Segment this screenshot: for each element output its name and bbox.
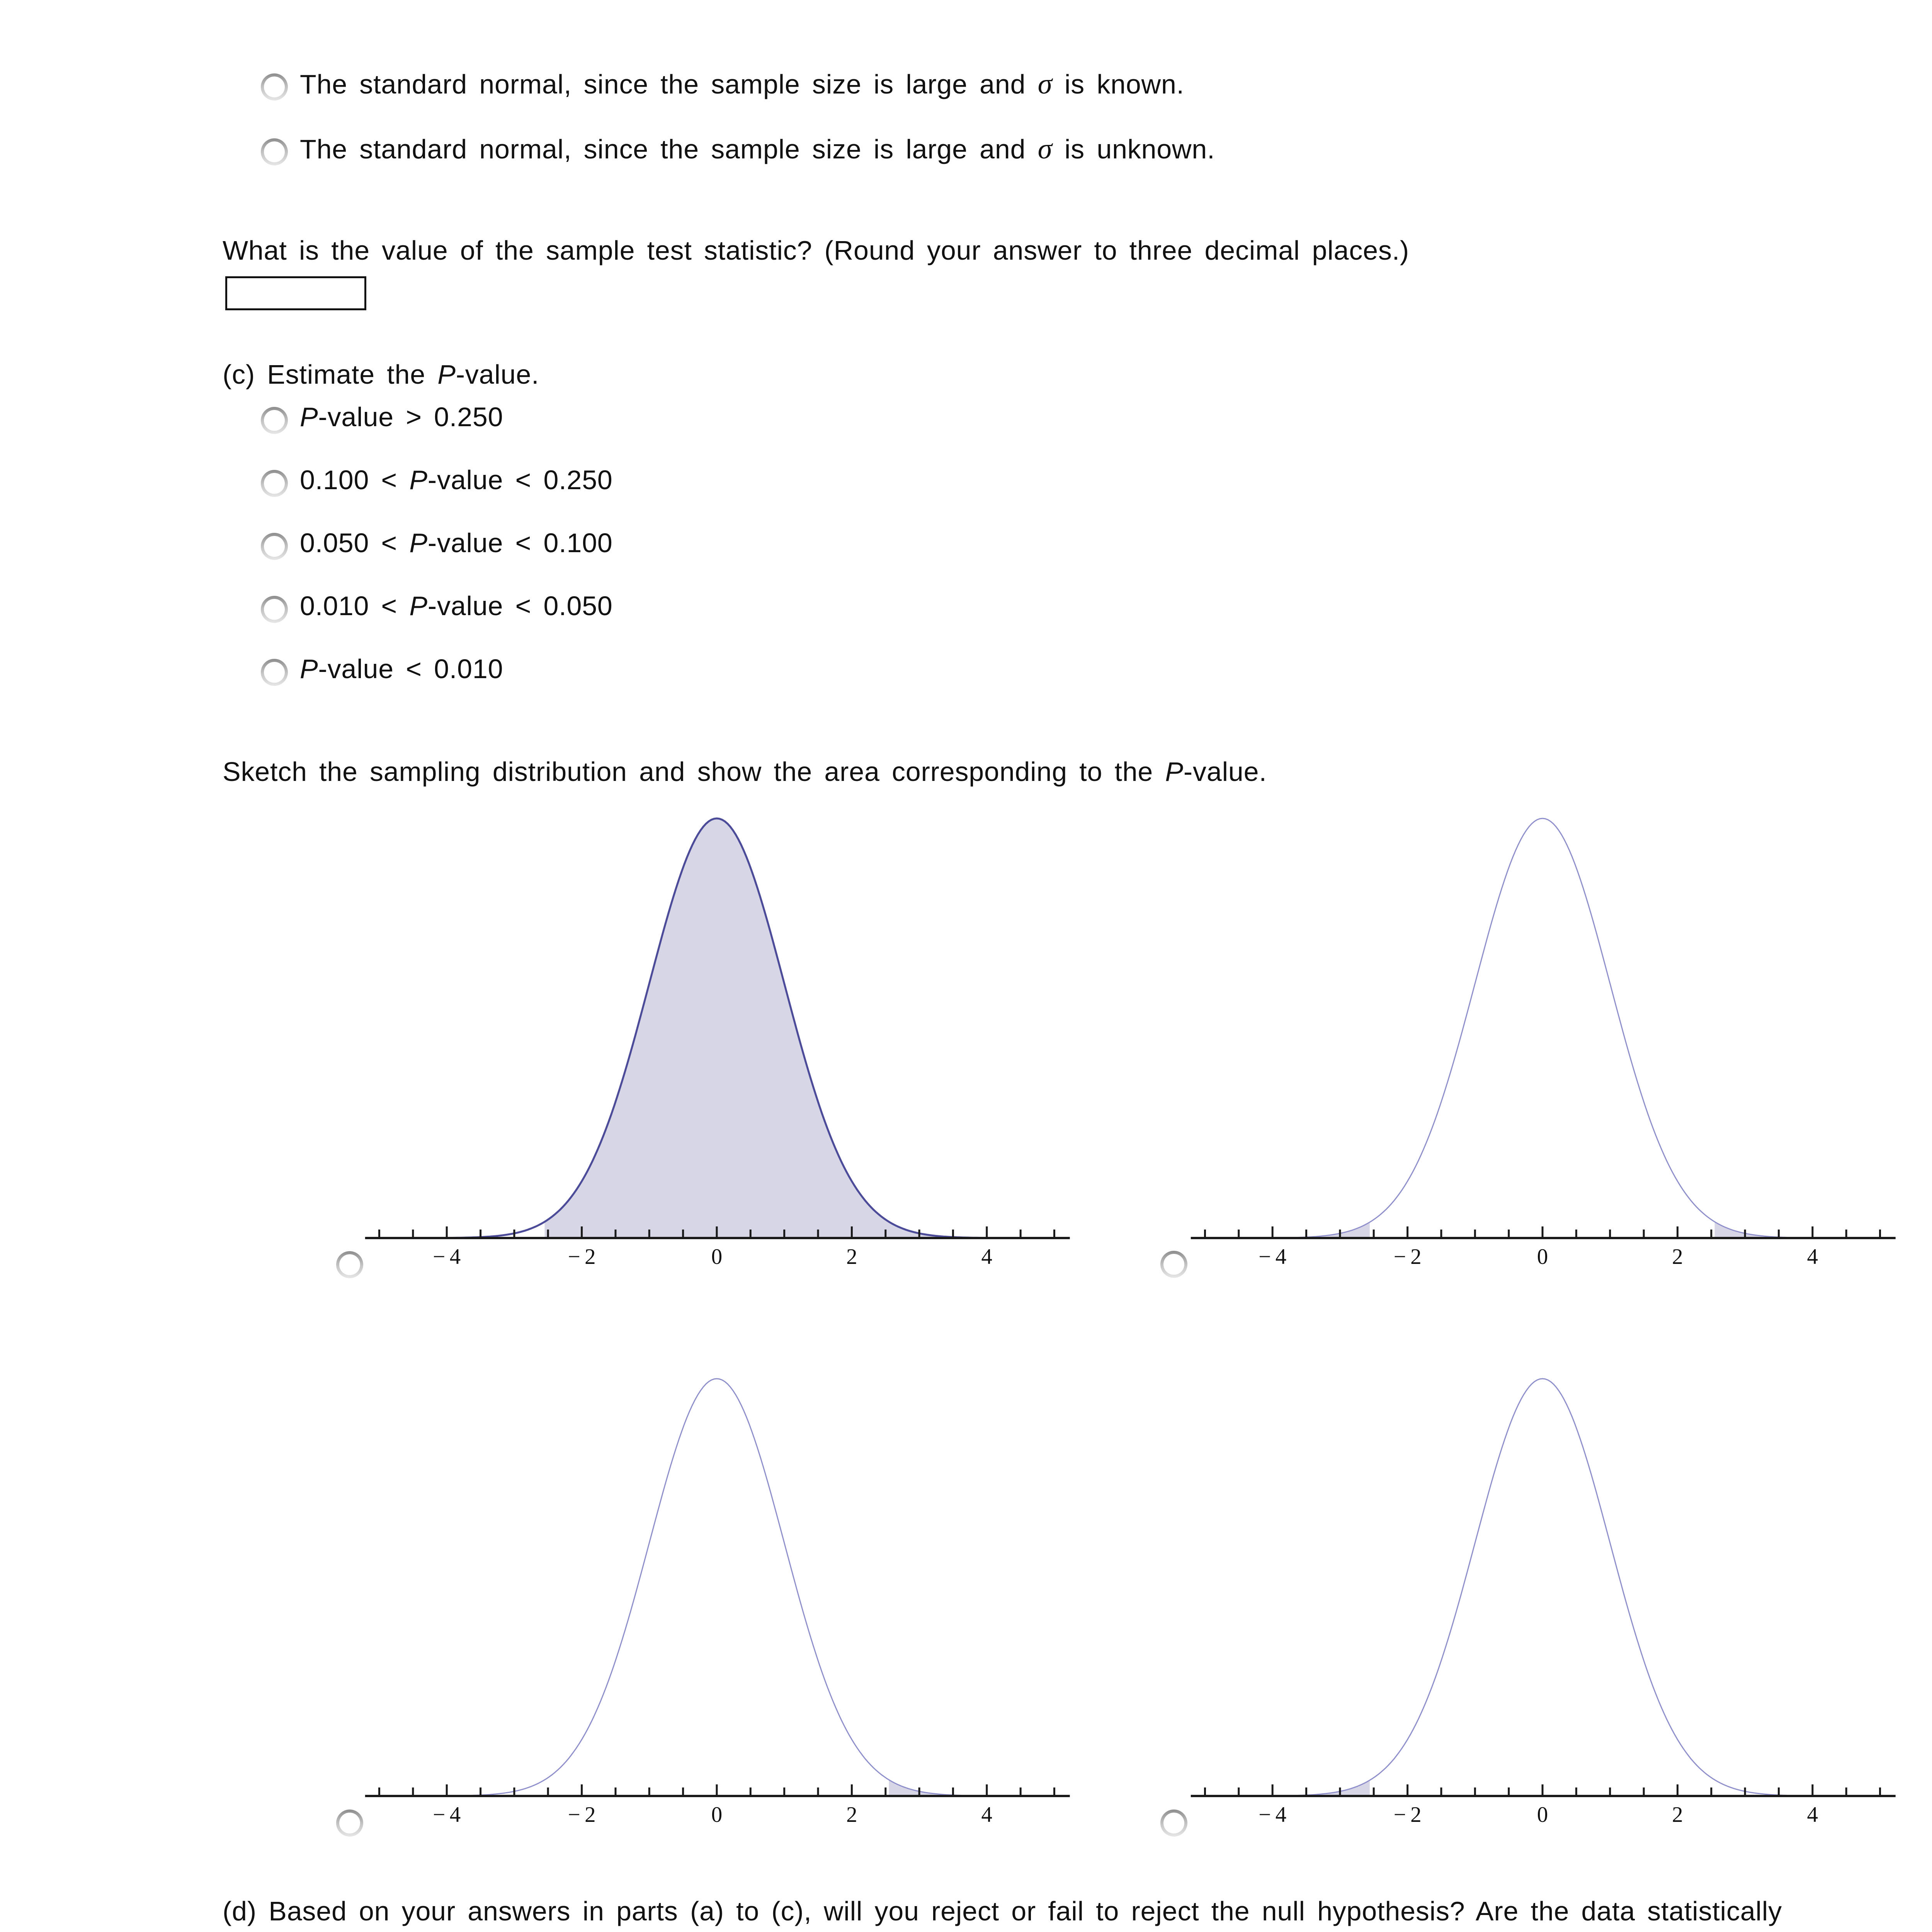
svg-text:4: 4: [1807, 1803, 1818, 1827]
svg-text:− 4: − 4: [1259, 1803, 1286, 1827]
svg-text:− 2: − 2: [1394, 1245, 1422, 1269]
svg-text:4: 4: [1807, 1245, 1818, 1269]
svg-text:− 2: − 2: [568, 1245, 596, 1269]
svg-text:− 4: − 4: [433, 1803, 461, 1827]
svg-text:4: 4: [981, 1245, 993, 1269]
svg-text:2: 2: [846, 1803, 857, 1827]
svg-text:− 2: − 2: [1394, 1803, 1422, 1827]
svg-text:4: 4: [981, 1803, 993, 1827]
svg-text:2: 2: [846, 1245, 857, 1269]
svg-text:0: 0: [711, 1245, 723, 1269]
svg-text:− 4: − 4: [1259, 1245, 1286, 1269]
svg-text:− 2: − 2: [568, 1803, 596, 1827]
svg-text:2: 2: [1672, 1803, 1683, 1827]
svg-text:0: 0: [1537, 1803, 1548, 1827]
svg-text:2: 2: [1672, 1245, 1683, 1269]
svg-text:0: 0: [711, 1803, 723, 1827]
svg-text:0: 0: [1537, 1245, 1548, 1269]
svg-text:− 4: − 4: [433, 1245, 461, 1269]
